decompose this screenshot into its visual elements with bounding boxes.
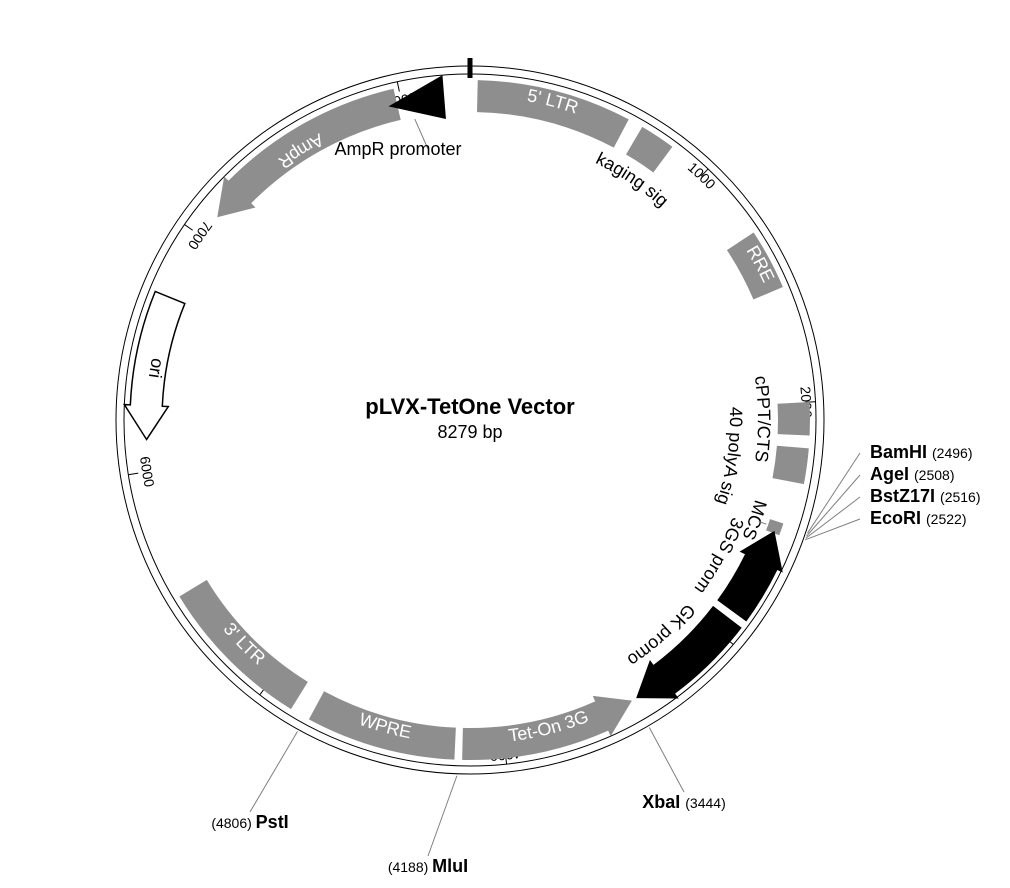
feature-cppt-cts: [778, 402, 810, 436]
restriction-site: EcoRI (2522): [870, 508, 966, 528]
feature-label: ori: [145, 357, 168, 380]
scale-tick: [128, 473, 138, 475]
restriction-site: BamHI (2496): [870, 442, 972, 462]
site-leader: [805, 519, 860, 540]
restriction-site: AgeI (2508): [870, 464, 954, 484]
scale-tick: [397, 82, 399, 92]
promoter-label: hPGK promoter: [0, 0, 699, 671]
restriction-site: (4806) PstI: [211, 812, 288, 832]
backbone-outer: [116, 66, 824, 774]
scale-tick: [184, 225, 192, 231]
plasmid-size: 8279 bp: [437, 422, 502, 442]
restriction-site: (4188) MluI: [388, 856, 468, 876]
site-leader: [806, 475, 860, 536]
scпосле-tick-label: 6000: [137, 455, 158, 488]
promoter-label-ampr: AmpR promoter: [334, 139, 461, 159]
site-leader: [250, 731, 298, 812]
feature-sv40-polya-signal: [772, 446, 808, 484]
scпосле-tick-label: 7000: [185, 218, 216, 253]
feature-label: cPPT/CTS: [751, 374, 774, 463]
site-leader: [808, 453, 860, 533]
restriction-site: BstZ17I (2516): [870, 486, 981, 506]
site-leader: [428, 776, 457, 856]
plasmid-name: pLVX-TetOne Vector: [365, 394, 575, 419]
feature-label: SV40 polyA signal: [0, 0, 746, 507]
feature-packaging-signal: [626, 127, 672, 173]
restriction-site: XbaI (3444): [642, 792, 725, 812]
promoter-label: TRE3GS promoter: [0, 0, 748, 598]
site-leader: [649, 728, 684, 792]
feature-5-ltr: [477, 80, 629, 148]
